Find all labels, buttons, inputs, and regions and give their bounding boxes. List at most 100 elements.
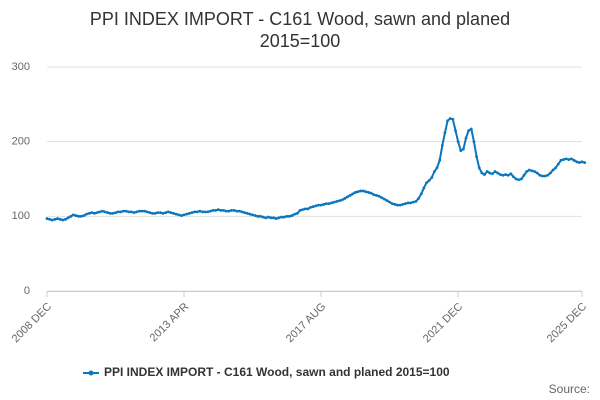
data-point xyxy=(504,173,507,176)
x-tick-label: 2008 DEC xyxy=(10,301,54,345)
data-point xyxy=(93,211,96,215)
data-point xyxy=(151,211,154,215)
data-point xyxy=(493,170,497,173)
data-point xyxy=(293,212,297,216)
data-point xyxy=(106,211,110,215)
data-point xyxy=(580,160,584,164)
data-point xyxy=(79,214,83,218)
data-point xyxy=(398,203,402,207)
data-point xyxy=(148,211,152,215)
data-point xyxy=(232,208,236,212)
data-point xyxy=(583,161,587,164)
data-point xyxy=(190,211,194,215)
data-point xyxy=(411,200,415,204)
data-point xyxy=(140,209,144,213)
data-point xyxy=(562,158,565,161)
data-point xyxy=(182,213,186,217)
data-point xyxy=(193,210,196,214)
data-point xyxy=(530,169,534,173)
data-point xyxy=(116,210,120,214)
data-point xyxy=(456,140,460,144)
legend-label: PPI INDEX IMPORT - C161 Wood, sawn and p… xyxy=(104,365,450,379)
data-point xyxy=(472,140,476,144)
data-point xyxy=(317,203,320,207)
source: Source: xyxy=(549,382,590,396)
data-point xyxy=(541,174,544,178)
data-point xyxy=(575,160,579,164)
data-point xyxy=(98,210,102,214)
data-point xyxy=(559,158,563,162)
data-point xyxy=(156,211,160,215)
data-point xyxy=(187,211,191,215)
data-point xyxy=(351,192,355,196)
data-point xyxy=(214,208,218,212)
data-point xyxy=(219,208,223,212)
data-point xyxy=(143,209,146,213)
data-point xyxy=(251,213,254,217)
data-point xyxy=(124,209,128,213)
data-point xyxy=(66,216,70,220)
data-point xyxy=(388,200,392,204)
data-point xyxy=(129,210,133,214)
data-point xyxy=(306,207,310,211)
data-point xyxy=(237,209,241,213)
data-point xyxy=(248,212,252,216)
data-point xyxy=(311,205,315,209)
data-point xyxy=(396,203,399,207)
data-point xyxy=(274,217,278,220)
data-point xyxy=(404,202,407,206)
data-point xyxy=(501,173,505,177)
data-point xyxy=(430,176,434,179)
data-point xyxy=(122,209,125,213)
data-point xyxy=(45,217,49,220)
data-point xyxy=(469,127,473,131)
data-point xyxy=(422,186,426,190)
data-point xyxy=(264,216,268,220)
x-tick-label: 2021 DEC xyxy=(421,301,465,345)
data-point xyxy=(572,158,576,162)
data-point xyxy=(114,211,117,215)
data-point xyxy=(245,211,249,215)
data-point xyxy=(230,208,233,212)
data-point xyxy=(53,217,57,221)
data-point xyxy=(158,211,162,215)
data-point xyxy=(108,211,112,215)
data-point xyxy=(438,158,442,162)
data-point xyxy=(375,194,378,197)
data-point xyxy=(303,207,307,211)
data-point xyxy=(414,200,418,203)
data-point xyxy=(514,177,518,181)
data-point xyxy=(440,144,444,147)
data-point xyxy=(498,173,502,176)
data-point xyxy=(301,208,305,212)
data-point xyxy=(48,217,52,221)
legend-marker xyxy=(88,370,94,376)
data-point xyxy=(367,191,370,194)
data-point xyxy=(490,172,494,176)
data-point xyxy=(256,214,260,218)
data-point xyxy=(380,196,384,200)
data-point xyxy=(161,211,165,215)
data-point xyxy=(235,209,239,213)
data-point xyxy=(298,208,302,212)
data-point xyxy=(443,131,447,135)
data-point xyxy=(56,217,59,220)
data-point xyxy=(475,155,478,159)
data-point xyxy=(435,166,439,170)
data-point xyxy=(153,211,157,215)
data-point xyxy=(95,211,99,215)
data-point xyxy=(272,216,276,220)
data-point xyxy=(369,191,373,195)
data-point xyxy=(454,129,457,132)
data-point xyxy=(64,217,67,221)
data-point xyxy=(324,202,328,206)
data-point xyxy=(372,193,376,197)
data-point xyxy=(69,214,73,218)
data-point xyxy=(409,201,413,205)
data-point xyxy=(556,162,560,166)
data-point xyxy=(240,210,244,214)
data-point xyxy=(282,215,286,219)
data-point xyxy=(359,189,363,193)
